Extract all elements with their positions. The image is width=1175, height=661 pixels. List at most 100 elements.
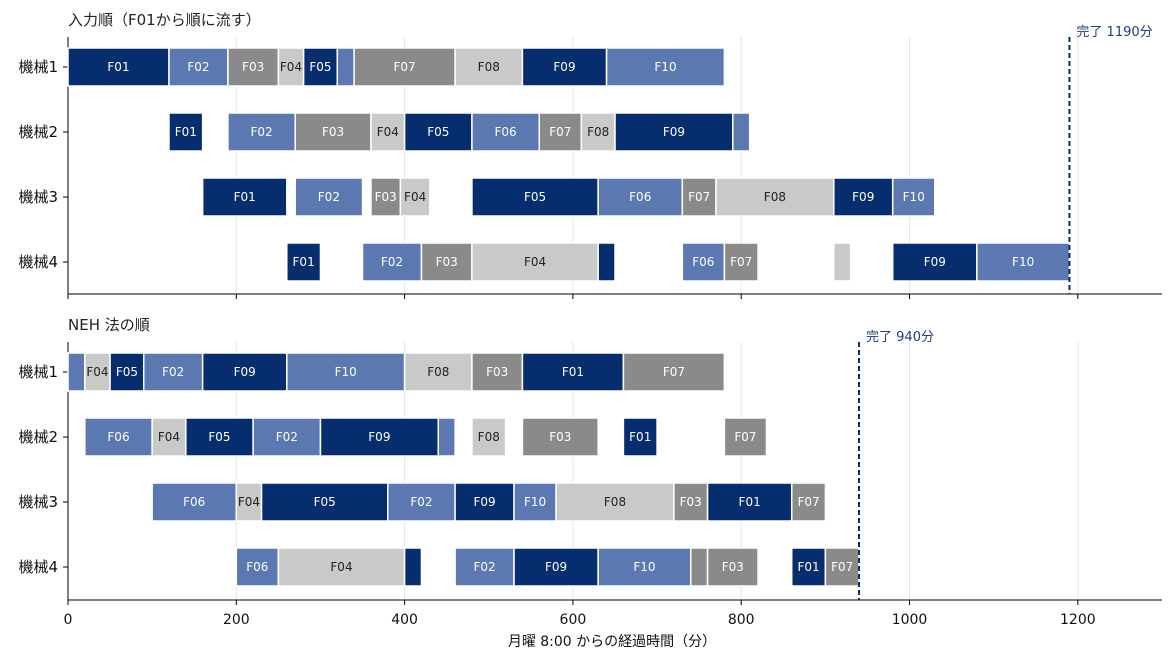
task-label: F07 [730, 255, 752, 269]
x-tick-label: 200 [223, 612, 250, 628]
task-bar-f07 [622, 352, 726, 392]
task-bar-f08 [454, 47, 524, 87]
task-bar-f02 [252, 417, 322, 457]
task-label: F04 [158, 430, 180, 444]
task-label: F02 [162, 365, 184, 379]
task-label: F10 [903, 190, 925, 204]
task-label: F04 [238, 495, 260, 509]
makespan-label: 完了 940分 [866, 330, 934, 345]
task-bar-f07 [723, 242, 759, 282]
task-bar-f01 [286, 242, 322, 282]
task-label: F03 [242, 60, 264, 74]
task-label: F10 [335, 365, 357, 379]
task-label: F01 [562, 365, 584, 379]
task-label: F08 [604, 495, 626, 509]
x-axis-label: 月曜 8:00 からの経過時間（分） [508, 634, 716, 650]
task-label: F05 [309, 60, 331, 74]
task-label: F05 [524, 190, 546, 204]
task-bar-f05 [403, 547, 423, 587]
task-label: F08 [764, 190, 786, 204]
task-bar-f02 [454, 547, 515, 587]
task-label: F03 [322, 125, 344, 139]
task-bar-f06 [84, 417, 153, 457]
task-bar-f02 [142, 352, 204, 392]
task-label: F09 [663, 125, 685, 139]
task-bar-f01 [168, 112, 204, 152]
task-bar-f07 [790, 482, 827, 522]
task-label: F08 [587, 125, 609, 139]
machine-label: 機械3 [18, 493, 58, 511]
task-bar-f04 [399, 177, 431, 217]
task-label: F02 [410, 495, 432, 509]
task-label: F10 [524, 495, 546, 509]
task-bar-f05 [471, 177, 599, 217]
task-label: F07 [797, 495, 819, 509]
task-bar-f04 [84, 352, 111, 392]
task-label: F06 [246, 560, 268, 574]
task-label: F10 [633, 560, 655, 574]
task-bar-f04 [151, 417, 187, 457]
task-label: F06 [183, 495, 205, 509]
task-label: F09 [545, 560, 567, 574]
task-bar-f09 [319, 417, 440, 457]
task-label: F04 [330, 560, 352, 574]
task-label: F09 [473, 495, 495, 509]
task-label: F02 [250, 125, 272, 139]
task-bar-f09 [891, 242, 978, 282]
task-bar-f06 [471, 112, 541, 152]
task-label: F09 [924, 255, 946, 269]
task-bar-f08 [833, 242, 852, 282]
task-bar-f07 [681, 177, 717, 217]
task-bar-f05 [302, 47, 339, 87]
panel-title: NEH 法の順 [68, 316, 150, 334]
task-label: F01 [293, 255, 315, 269]
x-tick-label: 600 [560, 612, 587, 628]
task-bar-f05 [403, 112, 473, 152]
task-label: F08 [478, 430, 500, 444]
task-bar-f02 [227, 112, 296, 152]
machine-label: 機械4 [18, 558, 58, 576]
task-label: F04 [86, 365, 108, 379]
task-label: F02 [318, 190, 340, 204]
task-label: F07 [831, 560, 853, 574]
task-bar-f01 [622, 417, 658, 457]
task-bar-f06 [336, 47, 355, 87]
task-bar-f08 [555, 482, 675, 522]
x-tick-label: 0 [64, 612, 73, 628]
task-bar-f01 [790, 547, 827, 587]
task-label: F03 [436, 255, 458, 269]
machine-label: 機械4 [18, 253, 58, 271]
task-label: F05 [314, 495, 336, 509]
task-label: F01 [234, 190, 256, 204]
task-label: F10 [1012, 255, 1034, 269]
task-bar-f03 [370, 177, 402, 217]
x-tick-label: 800 [728, 612, 755, 628]
task-label: F01 [107, 60, 129, 74]
task-label: F04 [404, 190, 426, 204]
task-bar-f06 [67, 352, 86, 392]
task-label: F02 [187, 60, 209, 74]
task-bar-f03 [673, 482, 709, 522]
task-label: F03 [486, 365, 508, 379]
x-tick-label: 1000 [892, 612, 928, 628]
task-bar-f09 [454, 482, 515, 522]
task-bar-f02 [168, 47, 229, 87]
task-bar-f03 [521, 417, 599, 457]
task-bar-f06 [597, 177, 684, 217]
task-label: F07 [549, 125, 571, 139]
task-label: F04 [377, 125, 399, 139]
task-label: F05 [208, 430, 230, 444]
task-label: F05 [116, 365, 138, 379]
task-label: F01 [739, 495, 761, 509]
task-bar-f01 [67, 47, 170, 87]
gantt-panel-1: 入力順（F01から順に流す） 機械1 機械2 機械3 機械4 F01 F02 F03 F04 F0… [18, 11, 1162, 299]
task-label: F03 [549, 430, 571, 444]
task-label: F06 [495, 125, 517, 139]
task-bar-f10 [597, 547, 692, 587]
task-label: F01 [629, 430, 651, 444]
task-label: F03 [375, 190, 397, 204]
task-bar-f07 [689, 547, 709, 587]
task-bar-f04 [277, 547, 406, 587]
task-label: F01 [797, 560, 819, 574]
